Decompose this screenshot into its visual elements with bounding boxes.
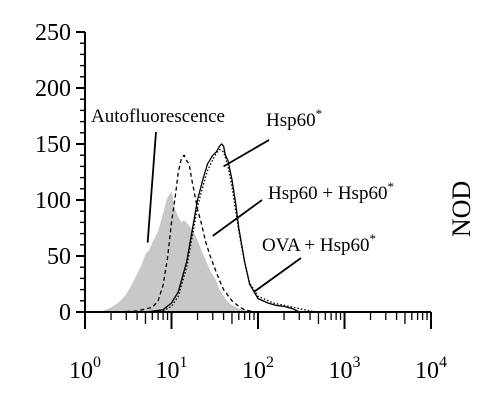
x-tick-label: 103 bbox=[329, 354, 361, 384]
x-tick-label: 102 bbox=[242, 354, 274, 384]
y-tick-label: 0 bbox=[59, 300, 71, 326]
annotation-label: Autofluorescence bbox=[91, 106, 225, 127]
y-tick-label: 200 bbox=[35, 76, 71, 102]
annotations: Autofluorescence Hsp60* Hsp60 + Hsp60* OVA … bbox=[91, 106, 394, 293]
annotation-pointer-line bbox=[146, 131, 157, 243]
annotation-pointer-line bbox=[212, 199, 263, 237]
histogram-solid-line-2 bbox=[145, 143, 300, 313]
annotation-label: OVA + Hsp60* bbox=[262, 231, 376, 256]
y-tick-label: 50 bbox=[47, 244, 71, 270]
y-tick-label: 250 bbox=[35, 20, 71, 46]
annotation-pointer-line bbox=[253, 257, 302, 293]
x-tick-label: 104 bbox=[415, 354, 447, 384]
annotation-label: Hsp60 + Hsp60* bbox=[268, 179, 394, 204]
annotation-label: Hsp60* bbox=[266, 106, 322, 131]
autofluorescence-histogram bbox=[100, 191, 265, 312]
x-tick-label: 100 bbox=[69, 354, 101, 384]
annotation-pointer-line bbox=[223, 139, 270, 168]
plot-area bbox=[100, 143, 319, 313]
y-tick-label: 100 bbox=[35, 188, 71, 214]
side-label-nod: NOD bbox=[447, 181, 476, 237]
x-tick-label: 101 bbox=[156, 354, 188, 384]
y-tick-label: 150 bbox=[35, 132, 71, 158]
axes: 0 50 100 150 200 250 100 101 102 103 104 NOD bbox=[35, 20, 476, 384]
